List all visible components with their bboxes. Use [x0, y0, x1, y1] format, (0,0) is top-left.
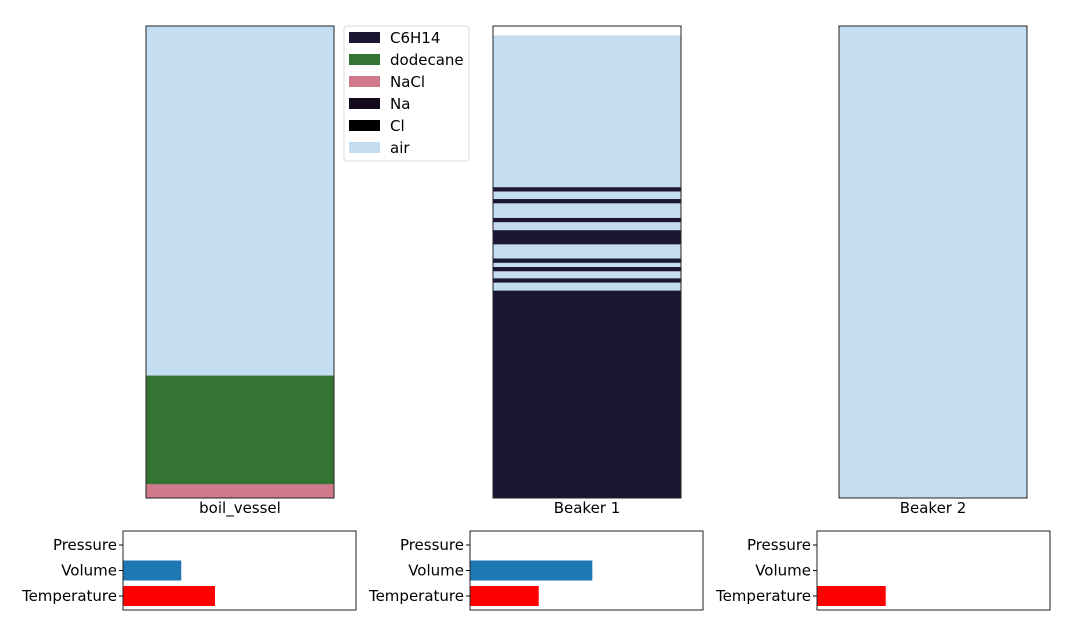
tick-label-volume: Volume: [61, 562, 117, 580]
layer-c6h14: [493, 258, 681, 263]
bar-temperature: [817, 586, 886, 606]
layer-air: [493, 35, 681, 188]
layer-nacl: [146, 483, 334, 499]
legend-swatch: [349, 120, 380, 131]
legend-swatch: [349, 142, 380, 153]
legend-label: air: [390, 139, 410, 157]
vessel-frame: [145, 25, 335, 499]
legend-label: NaCl: [390, 73, 425, 91]
layer-c6h14: [493, 229, 681, 245]
bar-chart-frame: [816, 530, 1051, 611]
bar-volume: [470, 560, 593, 581]
layer-air: [839, 26, 1027, 499]
layer-air: [493, 270, 681, 279]
legend-label: C6H14: [390, 29, 440, 47]
tick-label-volume: Volume: [408, 562, 464, 580]
tick-label-temperature: Temperature: [368, 587, 464, 605]
legend-swatch: [349, 32, 380, 43]
layer-c6h14: [493, 186, 681, 192]
layer-c6h14: [493, 217, 681, 223]
vessel-label: boil_vessel: [199, 499, 281, 518]
legend-swatch: [349, 98, 380, 109]
vessel-frame: [838, 25, 1028, 499]
legend-swatch: [349, 76, 380, 87]
layer-air: [493, 282, 681, 291]
legend-label: dodecane: [390, 51, 464, 69]
vessel-chart: Beaker 2: [838, 25, 1028, 517]
legend-label: Na: [390, 95, 410, 113]
bar-volume: [123, 560, 182, 581]
bar-temperature: [123, 586, 216, 606]
tick-label-temperature: Temperature: [21, 587, 117, 605]
vessel-chart: boil_vessel: [145, 25, 335, 518]
layer-air: [493, 221, 681, 231]
layer-air: [493, 244, 681, 259]
vessel-label: Beaker 2: [900, 499, 967, 517]
layer-air: [493, 191, 681, 200]
tick-label-pressure: Pressure: [53, 536, 117, 554]
layer-c6h14: [493, 290, 681, 499]
state-bar-chart: Pressure Volume Temperature: [368, 530, 704, 611]
layer-air: [146, 26, 334, 376]
layer-c6h14: [493, 198, 681, 204]
layer-dodecane: [146, 375, 334, 485]
layer-c6h14: [493, 278, 681, 283]
legend-label: Cl: [390, 117, 405, 135]
layer-air: [493, 262, 681, 268]
vessel-chart: Beaker 1: [492, 25, 682, 517]
vessel-label: Beaker 1: [554, 499, 621, 517]
bar-chart-frame: [469, 530, 704, 611]
layer-air: [493, 203, 681, 218]
vessel-frame: [492, 25, 682, 499]
tick-label-temperature: Temperature: [715, 587, 811, 605]
tick-label-volume: Volume: [755, 562, 811, 580]
legend-swatch: [349, 54, 380, 65]
tick-label-pressure: Pressure: [747, 536, 811, 554]
layer-c6h14: [493, 266, 681, 272]
bar-temperature: [470, 586, 539, 606]
tick-label-pressure: Pressure: [400, 536, 464, 554]
bar-chart-frame: [122, 530, 357, 611]
state-bar-chart: Pressure Volume Temperature: [21, 530, 357, 611]
state-bar-chart: Pressure Volume Temperature: [715, 530, 1051, 611]
